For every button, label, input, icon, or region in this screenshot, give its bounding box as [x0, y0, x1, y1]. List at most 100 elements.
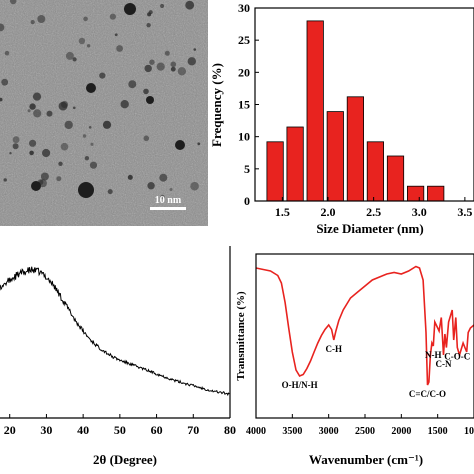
- tem-particle: [82, 134, 87, 138]
- tem-particle: [1, 78, 9, 86]
- tem-particle: [89, 161, 98, 169]
- tem-particle: [175, 140, 185, 150]
- tem-particle: [4, 50, 10, 56]
- tem-particle: [170, 61, 177, 68]
- tem-particle: [78, 37, 86, 45]
- tem-particle: [156, 62, 165, 71]
- x-tick-label: 20: [4, 423, 16, 437]
- tem-particle: [32, 92, 42, 101]
- histogram-frame: [254, 7, 474, 202]
- x-tick-label: 70: [187, 423, 199, 437]
- tem-particle: [164, 50, 170, 56]
- x-tick-label: 4000: [246, 426, 266, 437]
- tem-particle: [0, 97, 3, 102]
- xrd-x-ticks: 20 30 40 50 60 70 80: [4, 414, 236, 437]
- tem-particle: [143, 135, 150, 142]
- histogram-y-ticks: 0 5 10 15 20 25 30: [238, 1, 259, 208]
- ftir-spectrum: O-H/N-H C-H C=C/C-O N-HC-NC-O-C 4000 3500 300…: [235, 253, 474, 467]
- x-tick-label: 1000: [464, 426, 474, 437]
- tem-particle: [143, 88, 149, 95]
- x-tick-label: 1500: [428, 426, 448, 437]
- tem-particle: [29, 103, 36, 110]
- x-tick-label: 3.0: [412, 205, 427, 219]
- tem-particle: [3, 178, 7, 182]
- x-tick-label: 40: [77, 423, 89, 437]
- tem-particle: [86, 83, 96, 93]
- tem-particle: [9, 152, 12, 155]
- tem-particle: [83, 16, 88, 22]
- tem-particle: [190, 181, 199, 191]
- y-tick-label: 30: [238, 1, 250, 15]
- tem-particle: [0, 23, 5, 32]
- tem-particle: [88, 126, 92, 129]
- ftir-peak-label: C=C/C-O: [409, 389, 446, 399]
- tem-particle: [148, 10, 153, 15]
- tem-particle: [28, 139, 37, 147]
- ftir-peak-label: C-H: [326, 344, 343, 354]
- y-tick-label: 10: [238, 130, 250, 144]
- tem-particle: [114, 33, 118, 37]
- histogram-bar: [427, 185, 445, 202]
- x-tick-label: 2.5: [366, 205, 381, 219]
- tem-particle: [177, 67, 187, 76]
- tem-particle: [60, 142, 69, 151]
- ftir-peak-label: O-H/N-H: [282, 380, 318, 390]
- x-tick-label: 1.5: [275, 205, 290, 219]
- tem-noise: [0, 0, 208, 226]
- tem-particle: [99, 72, 106, 79]
- tem-particle: [147, 182, 155, 190]
- ftir-peak-label: C-N: [435, 359, 451, 369]
- tem-particle: [64, 120, 73, 130]
- histogram-bar: [286, 126, 304, 202]
- tem-particle: [160, 3, 165, 9]
- ftir-peak-label: N-H: [425, 350, 442, 360]
- x-tick-label: 80: [224, 423, 236, 437]
- tem-particle: [42, 148, 51, 158]
- scale-bar-label: 10 nm: [155, 195, 182, 206]
- y-tick-label: 15: [238, 98, 250, 112]
- x-tick-label: 3000: [319, 426, 339, 437]
- tem-particle: [146, 96, 154, 104]
- y-tick-label: 5: [244, 162, 250, 176]
- histogram-bar: [306, 20, 324, 202]
- y-tick-label: 25: [238, 33, 250, 47]
- x-tick-label: 2500: [355, 426, 375, 437]
- histogram-x-axis-title: Size Diameter (nm): [316, 221, 423, 236]
- tem-particle: [107, 189, 113, 195]
- ftir-frame: [255, 253, 474, 419]
- tem-particle: [86, 44, 91, 48]
- tem-particle: [120, 100, 129, 109]
- tem-particle: [73, 106, 76, 110]
- tem-particle: [10, 0, 17, 5]
- tem-particle: [187, 57, 196, 66]
- tem-particle: [146, 23, 151, 28]
- tem-particle: [197, 142, 201, 146]
- tem-particle: [37, 15, 46, 23]
- tem-particle: [27, 109, 31, 113]
- tem-particle: [33, 109, 42, 118]
- x-tick-label: 3.5: [457, 205, 472, 219]
- tem-particle: [29, 150, 34, 156]
- x-tick-label: 60: [151, 423, 163, 437]
- xrd-pattern: 20 30 40 50 60 70 80 2θ (Degree): [0, 246, 236, 467]
- size-histogram: 0 5 10 15 20 25 30 1.5 2.0 2.5 3.0 3.5 Frequency (…: [209, 1, 474, 236]
- histogram-bar: [266, 141, 284, 202]
- x-tick-label: 30: [40, 423, 52, 437]
- tem-particle: [128, 80, 137, 89]
- scale-bar: [150, 207, 186, 210]
- histogram-bars: [266, 20, 445, 202]
- x-tick-label: 50: [114, 423, 126, 437]
- tem-particle: [12, 136, 20, 144]
- tem-particle: [193, 48, 197, 51]
- histogram-bar: [386, 155, 405, 202]
- xrd-line: [0, 266, 230, 397]
- histogram-bar: [366, 141, 384, 202]
- ftir-peak-label: C-O-C: [444, 352, 470, 362]
- tem-particle: [127, 174, 133, 180]
- ftir-y-axis-title: Transmittance (%): [235, 291, 247, 381]
- ftir-annotations: O-H/N-H C-H C=C/C-O N-HC-NC-O-C: [282, 344, 471, 399]
- x-tick-label: 3500: [282, 426, 302, 437]
- tem-particle: [109, 13, 116, 20]
- tem-particle: [61, 101, 68, 108]
- tem-particle: [149, 59, 155, 65]
